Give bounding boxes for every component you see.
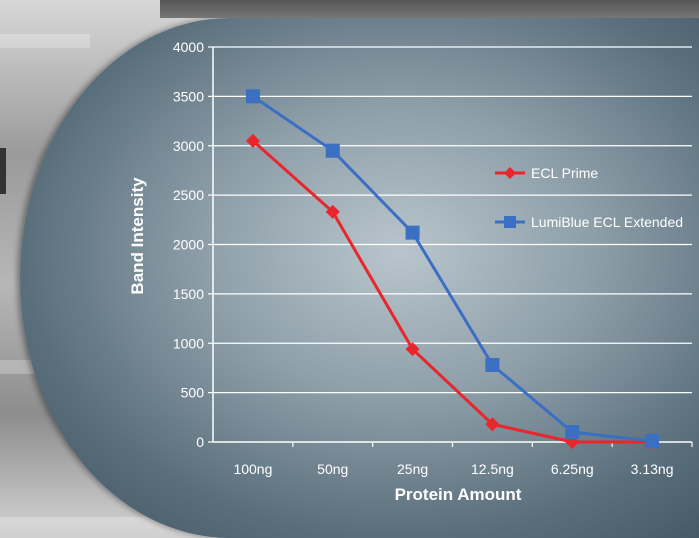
- data-point: [325, 204, 340, 219]
- data-point: [245, 133, 260, 148]
- data-point: [565, 425, 580, 440]
- x-tick-label: 100ng: [233, 461, 272, 477]
- x-tick-label: 25ng: [397, 461, 428, 477]
- background-streak: [0, 34, 90, 48]
- y-tick-label: 3500: [173, 88, 204, 104]
- series-line-0: [251, 139, 653, 444]
- data-point: [405, 342, 420, 357]
- y-tick-label: 500: [181, 385, 205, 401]
- y-tick-label: 1000: [173, 335, 204, 351]
- data-point: [485, 357, 500, 372]
- line-chart: 0 500 1000 1500 2000 2500 3000 3500 4000 100ng 50…: [128, 39, 693, 504]
- y-tick-label: 0: [196, 434, 204, 450]
- y-tick-label: 3000: [173, 138, 204, 154]
- legend-label: ECL Prime: [531, 165, 598, 181]
- y-tick-label: 4000: [173, 39, 204, 55]
- panel-top-strip: [160, 0, 699, 18]
- y-axis-title: Band Intensity: [128, 177, 147, 295]
- x-tick-label: 50ng: [317, 461, 348, 477]
- x-tick-labels: 100ng 50ng 25ng 12.5ng 6.25ng 3.13ng: [233, 442, 693, 477]
- legend-label: LumiBlue ECL Extended: [531, 214, 683, 230]
- legend: ECL Prime LumiBlue ECL Extended: [495, 165, 683, 230]
- y-tick-label: 2500: [173, 187, 204, 203]
- x-tick-label: 6.25ng: [551, 461, 594, 477]
- x-tick-label: 12.5ng: [471, 461, 514, 477]
- series-group: [245, 89, 660, 449]
- y-tick-labels: 0 500 1000 1500 2000 2500 3000 3500 4000: [173, 39, 213, 450]
- data-point: [405, 225, 420, 240]
- legend-marker: [504, 167, 516, 179]
- background-tab: [0, 148, 6, 194]
- y-tick-label: 2000: [173, 237, 204, 253]
- x-tick-label: 3.13ng: [631, 461, 674, 477]
- y-tick-label: 1500: [173, 286, 204, 302]
- gridlines: [213, 46, 692, 394]
- data-point: [485, 417, 500, 432]
- x-axis-title: Protein Amount: [395, 485, 522, 504]
- series-line-1: [252, 95, 653, 443]
- legend-marker: [504, 216, 516, 228]
- data-point: [325, 143, 340, 158]
- chart-panel: [20, 18, 699, 538]
- data-point: [645, 434, 660, 449]
- data-point: [245, 89, 260, 104]
